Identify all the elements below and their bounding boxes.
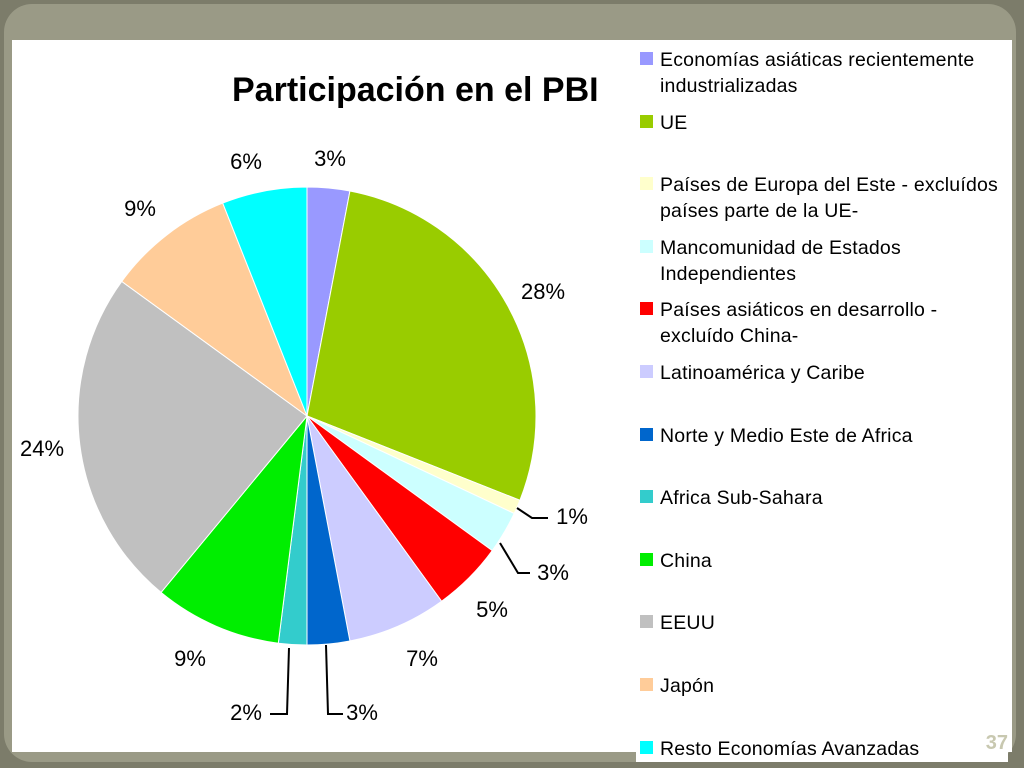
legend-item: Japón (636, 673, 1008, 699)
legend-swatch (640, 177, 653, 191)
legend-label: Norte y Medio Este de Africa (660, 424, 913, 447)
data-label: 28% (521, 279, 565, 304)
legend-swatch (640, 740, 653, 754)
legend-swatch (640, 490, 653, 504)
leader-line (516, 507, 548, 519)
pie-slice (77, 280, 308, 594)
pie-slice (222, 186, 308, 417)
legend-label: Países de Europa del Este - excluídos pa… (660, 174, 999, 223)
legend-item: Países asiáticos en desarrollo - excluíd… (636, 297, 1008, 350)
legend-label: EEUU (660, 612, 715, 635)
legend-item: Mancomunidad de Estados Independientes (636, 234, 1008, 287)
legend-label: China (660, 549, 712, 572)
legend-label: Países asiáticos en desarrollo - excluíd… (660, 299, 938, 348)
data-label: 6% (230, 149, 262, 174)
legend-label: Resto Economías Avanzadas (660, 737, 920, 760)
legend-swatch (640, 365, 653, 378)
legend-swatch (640, 302, 653, 316)
data-label: 2% (230, 700, 262, 725)
leader-line (499, 542, 530, 574)
legend-label: UE (660, 111, 688, 134)
data-label: 3% (537, 560, 569, 585)
legend-swatch (640, 114, 653, 128)
legend-swatch (640, 52, 653, 65)
legend-label: Economías asiáticas recientemente indust… (660, 49, 975, 97)
legend-label: Mancomunidad de Estados Independientes (660, 236, 901, 285)
legend-item: Países de Europa del Este - excluídos pa… (636, 172, 1008, 225)
data-label: 9% (124, 196, 156, 221)
legend-swatch (640, 427, 653, 441)
pie-slice (160, 414, 308, 644)
leader-line (270, 647, 290, 715)
legend-item: China (636, 547, 1008, 574)
legend-item: Resto Economías Avanzadas (636, 735, 1008, 762)
legend-item: EEUU (636, 610, 1008, 637)
pie-slice (121, 202, 309, 418)
legend-swatch (640, 615, 653, 629)
data-label: 9% (174, 646, 206, 671)
pie-slice (306, 190, 537, 501)
data-label: 5% (476, 597, 508, 622)
legend-item: Economías asiáticas recientemente indust… (636, 47, 1008, 99)
legend: Economías asiáticas recientemente indust… (636, 0, 1016, 768)
data-label: 24% (20, 436, 64, 461)
legend-swatch (640, 552, 653, 566)
slide-number: 37 (985, 732, 1008, 754)
legend-label: Africa Sub-Sahara (660, 487, 823, 510)
legend-item: UE (636, 109, 1008, 136)
data-label: 3% (314, 146, 346, 171)
data-label: 7% (406, 646, 438, 671)
legend-item: Norte y Medio Este de Africa (636, 422, 1008, 449)
legend-item: Africa Sub-Sahara (636, 485, 1008, 512)
leader-line (325, 644, 343, 715)
data-label: 1% (556, 504, 588, 529)
legend-swatch (640, 239, 653, 253)
legend-swatch (640, 678, 653, 691)
data-label: 3% (346, 700, 378, 725)
legend-item: Latinoamérica y Caribe (636, 360, 1008, 386)
chart-title: Participación en el PBI (232, 71, 599, 109)
legend-label: Latinoamérica y Caribe (660, 362, 865, 384)
legend-label: Japón (660, 675, 715, 697)
